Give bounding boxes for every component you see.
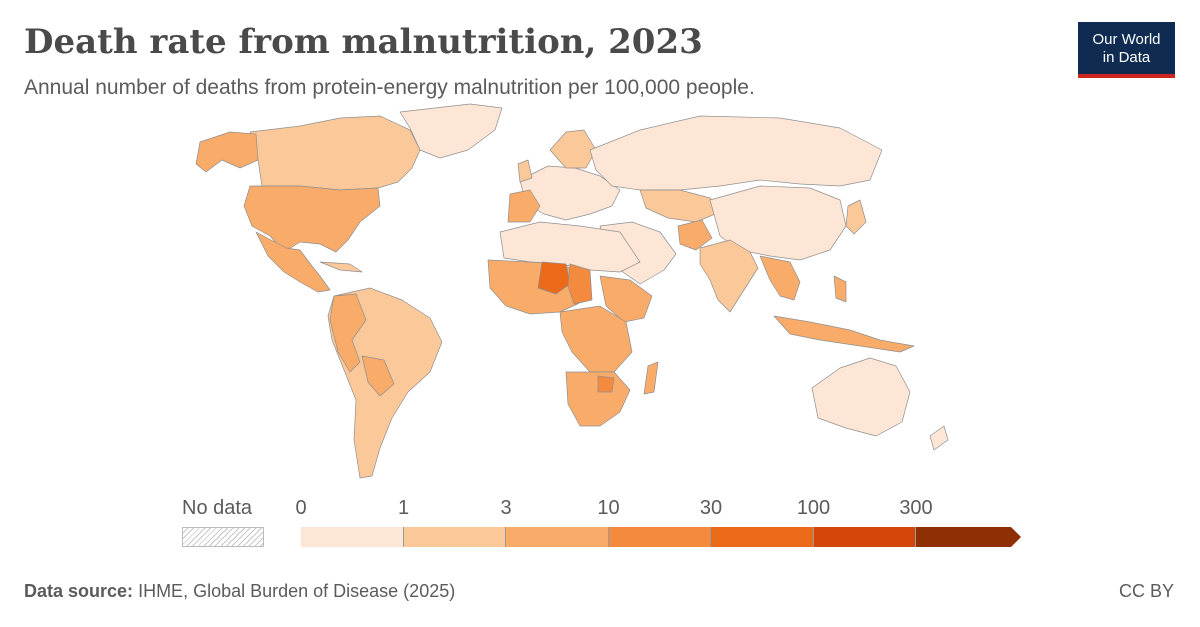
region-india[interactable] xyxy=(699,239,759,313)
source-text[interactable]: IHME, Global Burden of Disease (2025) xyxy=(138,581,456,601)
legend-tick-4: 30 xyxy=(699,497,723,519)
legend-tick-1: 1 xyxy=(397,497,410,519)
legend-bin-6[interactable] xyxy=(916,527,1021,547)
region-alaska[interactable] xyxy=(195,131,259,173)
legend-tick-5: 100 xyxy=(796,497,831,519)
region-zimbabwe[interactable] xyxy=(597,375,615,393)
region-russia[interactable] xyxy=(589,115,883,191)
logo-line-1: Our World xyxy=(1092,31,1161,48)
no-data-swatch xyxy=(182,527,264,547)
data-source: Data source: IHME, Global Burden of Dise… xyxy=(24,581,455,602)
region-greenland[interactable] xyxy=(399,103,503,159)
region-mexico[interactable] xyxy=(255,231,331,293)
legend-tick-0: 0 xyxy=(295,497,307,519)
region-new-zealand[interactable] xyxy=(929,425,949,451)
legend-bin-1[interactable] xyxy=(403,527,506,547)
region-scandinavia[interactable] xyxy=(549,129,597,169)
legend-bin-2[interactable] xyxy=(506,527,609,547)
legend-bin-0[interactable] xyxy=(301,527,404,547)
region-usa[interactable] xyxy=(243,185,381,253)
legend-tick-2: 3 xyxy=(500,497,512,519)
region-chad[interactable] xyxy=(567,263,593,305)
region-afghanistan[interactable] xyxy=(677,219,713,251)
region-niger[interactable] xyxy=(537,261,571,295)
region-france-iberia[interactable] xyxy=(507,189,541,223)
legend-tick-3: 10 xyxy=(597,497,620,519)
region-caribbean[interactable] xyxy=(319,261,363,273)
no-data-label: No data xyxy=(182,497,253,519)
legend-bin-4[interactable] xyxy=(711,527,814,547)
chart-title: Death rate from malnutrition, 2023 xyxy=(24,22,703,62)
region-madagascar[interactable] xyxy=(643,361,659,395)
legend-bin-3[interactable] xyxy=(608,527,711,547)
logo-line-2: in Data xyxy=(1102,49,1151,66)
region-philippines[interactable] xyxy=(833,275,847,303)
legend-arrow xyxy=(1010,527,1021,547)
region-uk[interactable] xyxy=(517,159,533,183)
region-indonesia[interactable] xyxy=(773,315,915,353)
region-central-asia[interactable] xyxy=(639,189,721,223)
region-horn-of-africa[interactable] xyxy=(599,275,653,323)
legend-bin-5[interactable] xyxy=(813,527,916,547)
license-link[interactable]: CC BY xyxy=(1118,581,1174,601)
region-bolivia-paraguay[interactable] xyxy=(361,355,395,397)
world-map[interactable] xyxy=(0,95,1200,500)
region-japan-korea[interactable] xyxy=(845,199,867,235)
region-andes[interactable] xyxy=(329,293,367,373)
region-southeast-asia[interactable] xyxy=(759,255,801,301)
owid-logo[interactable]: Our World in Data xyxy=(1078,22,1175,78)
region-canada[interactable] xyxy=(249,115,421,191)
region-southern-africa[interactable] xyxy=(565,371,631,427)
region-australia[interactable] xyxy=(811,357,911,437)
chart-subtitle: Annual number of deaths from protein-ene… xyxy=(24,76,755,99)
source-label: Data source: xyxy=(24,581,134,601)
legend-tick-6: 300 xyxy=(899,497,933,519)
region-north-africa[interactable] xyxy=(499,221,641,273)
